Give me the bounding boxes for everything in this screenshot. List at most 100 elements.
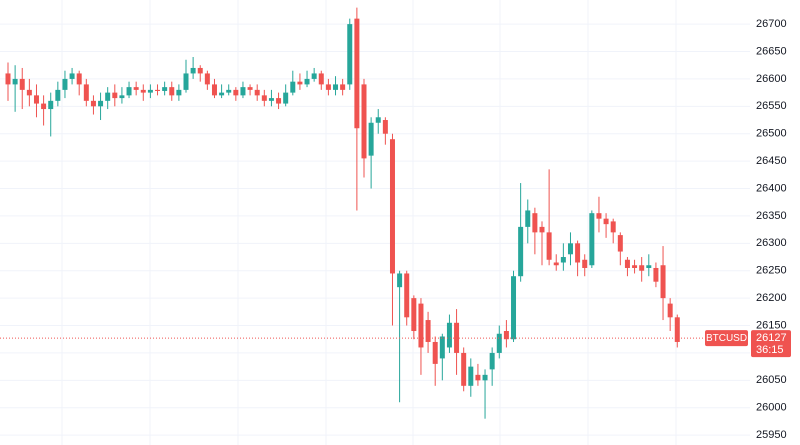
candle-body [489, 352, 495, 370]
candle-body [126, 87, 132, 96]
candle-body [247, 87, 253, 90]
candle-body [361, 84, 367, 159]
candle-body [560, 257, 566, 263]
candle-body [297, 81, 303, 85]
candle-body [119, 95, 125, 99]
candle-body [653, 267, 659, 282]
candle-body [603, 218, 609, 225]
candle-body [76, 73, 82, 85]
candle-body [333, 84, 339, 90]
candle-body [41, 103, 47, 110]
y-tick-label: 26550 [756, 100, 787, 112]
candle-body [147, 89, 153, 93]
candle-body [254, 89, 260, 96]
candle-body [582, 259, 588, 268]
candle-body [639, 265, 645, 271]
candle-body [575, 243, 581, 263]
y-tick-label: 26700 [756, 18, 787, 30]
candle-body [660, 265, 666, 299]
candle-body [261, 95, 267, 101]
candle-body [646, 265, 652, 268]
candle-body [169, 87, 175, 96]
candle-body [133, 87, 139, 90]
candle-body [48, 100, 54, 110]
y-tick-label: 26050 [756, 374, 787, 386]
v-grid [61, 0, 677, 445]
candle-body [411, 298, 417, 332]
candle-body [26, 89, 32, 96]
candle-body [197, 67, 203, 74]
candle-body [190, 67, 196, 74]
candle-body [525, 210, 531, 227]
y-tick-label: 25950 [756, 429, 787, 441]
candle-body [404, 273, 410, 318]
y-tick-label: 26200 [756, 292, 787, 304]
candle-body [624, 259, 630, 268]
candle-body [397, 273, 403, 288]
y-tick-label: 26650 [756, 45, 787, 57]
candle-body [461, 352, 467, 386]
candle-body [55, 89, 61, 101]
candle-body [496, 333, 502, 353]
candle-body [418, 303, 424, 348]
candle-body [518, 226, 524, 277]
candle-body [368, 122, 374, 156]
candle-body [69, 73, 75, 79]
countdown-label: 36:15 [756, 344, 784, 356]
candle-body [511, 276, 517, 340]
candle-body [532, 213, 538, 233]
candle-body [546, 232, 552, 260]
candle-body [90, 100, 96, 107]
y-tick-label: 26600 [756, 73, 787, 85]
candle-body [340, 84, 346, 90]
symbol-label: BTCUSD [706, 333, 747, 344]
candle-body [354, 18, 360, 129]
candle-body [325, 84, 331, 90]
candle-body [12, 78, 18, 85]
candle-body [482, 374, 488, 381]
price-tag [751, 330, 791, 358]
candle-body [140, 89, 146, 93]
candle-body [632, 265, 638, 268]
y-tick-label: 26300 [756, 237, 787, 249]
candle-body [98, 100, 104, 107]
candle-body [311, 73, 317, 79]
candle-body [83, 84, 89, 101]
candle-body [226, 89, 232, 93]
candle-body [553, 262, 559, 266]
candle-body [567, 243, 573, 255]
candle-body [425, 320, 431, 342]
candle-body [183, 73, 189, 90]
candle-body [112, 92, 118, 99]
candle-body [304, 78, 310, 85]
candle-body [674, 317, 680, 342]
candle-body [176, 89, 182, 96]
y-tick-label: 26400 [756, 182, 787, 194]
candle-body [276, 98, 282, 104]
candle-body [240, 87, 246, 96]
candle-body [375, 117, 381, 123]
y-tick-label: 26000 [756, 402, 787, 414]
last-price-label: 26127 [756, 332, 787, 344]
candle-body [389, 139, 395, 274]
y-tick-label: 26500 [756, 128, 787, 140]
candle-body [596, 213, 602, 219]
candle-body [19, 78, 25, 90]
y-tick-label: 26350 [756, 210, 787, 222]
candle-body [290, 81, 296, 93]
y-tick-label: 26450 [756, 155, 787, 167]
candle-body [589, 213, 595, 266]
candle-body [432, 341, 438, 364]
candle-body [503, 331, 509, 340]
candle-body [318, 73, 324, 85]
y-tick-label: 26250 [756, 265, 787, 277]
candle-body [617, 235, 623, 252]
candle-body [268, 98, 274, 101]
candle-body [610, 221, 616, 233]
candle-body [539, 226, 545, 233]
candle-body [62, 78, 68, 90]
candle-body [211, 84, 217, 96]
candle-body [439, 336, 445, 359]
